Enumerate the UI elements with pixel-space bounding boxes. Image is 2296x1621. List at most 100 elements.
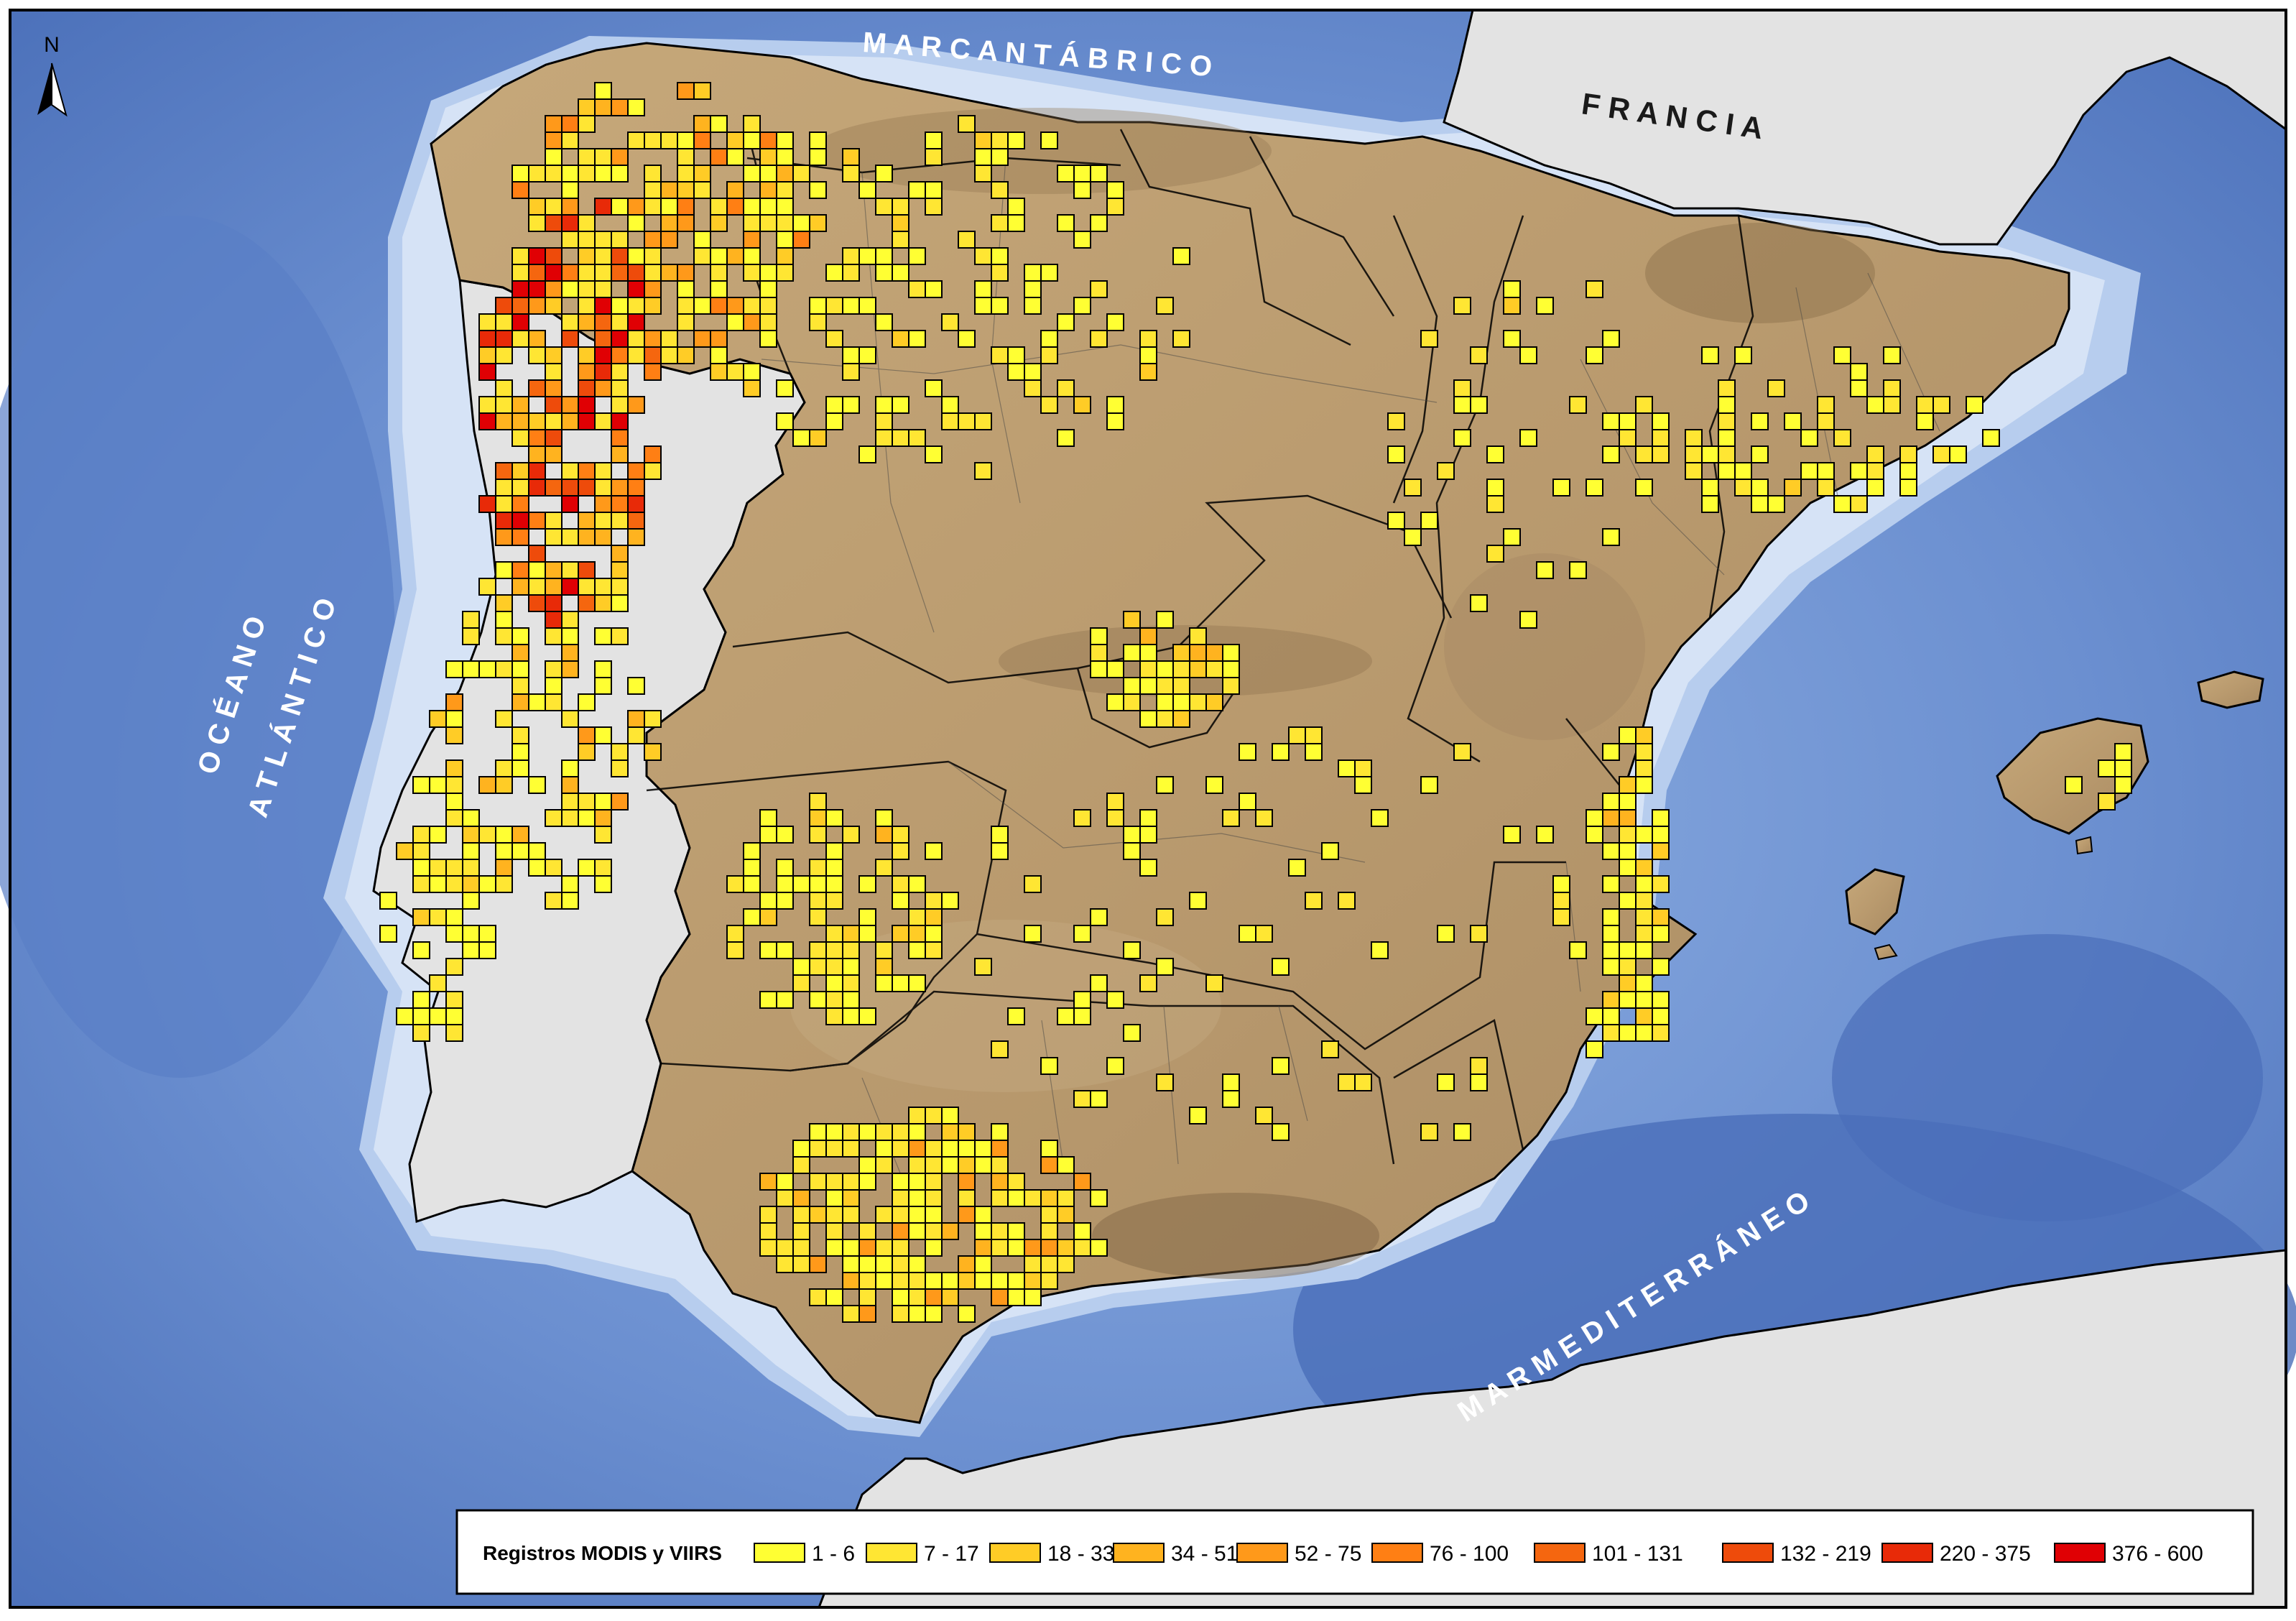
fire-cell [528,445,546,463]
fire-cell [627,280,645,298]
fire-cell [1106,412,1124,430]
fire-cell [743,379,761,397]
fire-cell [958,1140,976,1158]
fire-cell [594,346,612,364]
fire-cell [1586,280,1603,298]
fire-cell [743,165,761,183]
fire-cell [1040,330,1058,348]
fire-cell [1090,165,1108,183]
fire-cell [660,231,678,249]
fire-cell [578,264,596,282]
fire-cell [925,379,943,397]
fire-cell [825,1222,843,1240]
fire-cell [611,627,629,645]
fire-cell [1602,793,1620,810]
fire-cell [445,693,463,711]
fire-cell [660,346,678,364]
fire-cell [776,412,794,430]
fire-cell [809,809,827,827]
fire-cell [677,280,695,298]
fire-cell [991,1140,1009,1158]
fire-cell [1354,1073,1372,1091]
fire-cell [545,396,563,414]
fire-cell [1833,346,1851,364]
fire-cell [710,247,728,265]
fire-cell [1040,1140,1058,1158]
fire-cell [875,826,893,844]
fire-cell [1619,991,1637,1009]
fire-cell [627,214,645,232]
fire-cell [511,412,529,430]
fire-cell [809,908,827,926]
fire-cell [578,412,596,430]
fire-cell [545,412,563,430]
fire-cell [462,842,480,860]
fire-cell [644,165,662,183]
legend-swatch [1113,1543,1165,1563]
fire-cell [809,826,827,844]
fire-cell [511,528,529,546]
fire-cells-layer [379,82,2132,1323]
fire-cell [1024,875,1042,893]
fire-cell [776,198,794,216]
fire-cell [561,412,579,430]
fire-cell [710,330,728,348]
fire-cell [511,842,529,860]
fire-cell [1619,809,1637,827]
fire-cell [693,82,711,100]
fire-cell [1040,1057,1058,1075]
fire-cell [545,677,563,695]
fire-cell [1024,363,1042,381]
fire-cell [1007,363,1025,381]
fire-cell [1602,412,1620,430]
fire-cell [561,396,579,414]
fire-cell [858,445,876,463]
fire-cell [825,264,843,282]
fire-cell [1040,1156,1058,1174]
fire-cell [495,826,513,844]
fire-cell [545,611,563,629]
fire-cell [842,941,860,959]
fire-cell [1156,908,1174,926]
fire-cell [1387,445,1405,463]
fire-cell [578,115,596,133]
fire-cell [611,379,629,397]
fire-cell [858,297,876,315]
fire-cell [561,131,579,149]
fire-cell [1189,644,1207,662]
cantabrian-relief [812,108,1272,194]
fire-cell [594,379,612,397]
fire-cell [908,280,926,298]
fire-cell [561,462,579,480]
fire-cell [1883,346,1901,364]
fire-cell [1073,991,1091,1009]
fire-cell [644,131,662,149]
fire-cell [1652,842,1670,860]
fire-cell [561,578,579,596]
fire-cell [958,1123,976,1141]
fire-cell [1189,693,1207,711]
fire-cell [1106,198,1124,216]
fire-cell [495,710,513,728]
fire-cell [1007,131,1025,149]
fire-cell [1073,231,1091,249]
fire-cell [578,561,596,579]
fire-cell [578,98,596,116]
fire-cell [1205,660,1223,678]
fire-cell [1073,165,1091,183]
fire-cell [842,925,860,943]
fire-cell [495,396,513,414]
fire-cell [561,759,579,777]
fire-cell [1239,743,1256,761]
cabrera-island [2075,836,2093,855]
fire-cell [908,1206,926,1224]
fire-cell [958,1305,976,1323]
fire-cell [1586,1007,1603,1025]
fire-cell [594,726,612,744]
fire-cell [776,826,794,844]
fire-cell [1189,1107,1207,1124]
fire-cell [611,594,629,612]
fire-cell [825,1239,843,1257]
fire-cell [842,363,860,381]
fire-cell [1437,925,1455,943]
